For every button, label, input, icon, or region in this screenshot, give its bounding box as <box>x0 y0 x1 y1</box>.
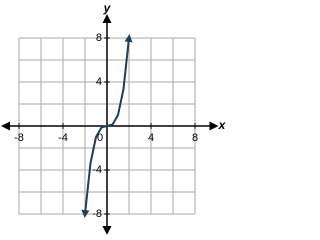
x-tick-label: -8 <box>14 132 24 144</box>
x-axis-label: x <box>218 118 227 132</box>
y-tick-label: -8 <box>92 208 102 220</box>
y-tick-label: 8 <box>96 32 102 44</box>
y-tick-label: -4 <box>92 164 102 176</box>
chart: x y -8 -4 0 4 8-8-448 <box>1 1 227 234</box>
y-axis-label: y <box>103 1 112 15</box>
x-tick-label: 4 <box>148 132 154 144</box>
y-tick-label: 4 <box>96 76 102 88</box>
curve <box>81 34 133 218</box>
x-tick-label: -4 <box>58 132 68 144</box>
x-tick-label: 8 <box>192 132 198 144</box>
